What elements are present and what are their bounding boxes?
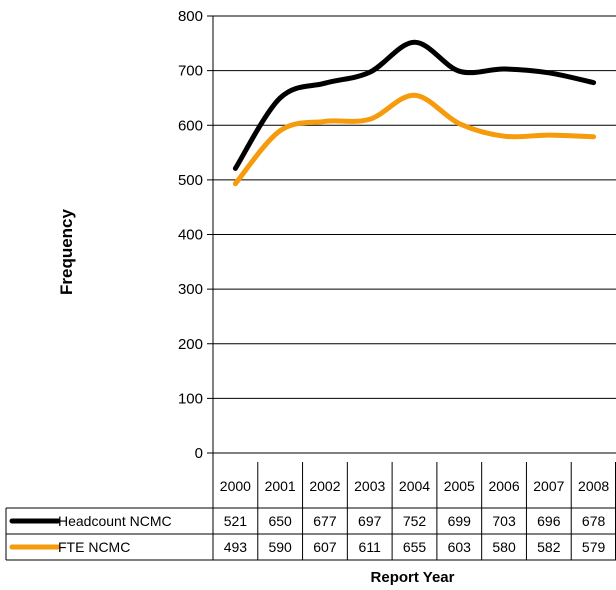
x-tick-label: 2007 <box>533 478 564 494</box>
y-axis-title: Frequency <box>57 208 76 295</box>
x-tick-label: 2008 <box>578 478 609 494</box>
data-table: 2000 2001 2002 2003 2004 2005 2006 2007 2008 Head… <box>5 462 616 561</box>
y-tick-label: 700 <box>178 63 203 80</box>
legend-label: Headcount NCMC <box>58 513 172 529</box>
table-value-cell: 590 <box>268 539 292 555</box>
table-value-cell: 579 <box>582 539 606 555</box>
table-value-cell: 699 <box>448 513 472 529</box>
table-value-cell: 650 <box>268 513 292 529</box>
x-tick-label: 2005 <box>444 478 475 494</box>
series-line <box>232 39 597 171</box>
axes <box>212 16 616 560</box>
table-value-cell: 677 <box>313 513 337 529</box>
x-tick-label: 2001 <box>265 478 296 494</box>
table-value-cell: 678 <box>582 513 606 529</box>
table-value-cell: 603 <box>448 539 472 555</box>
legend-label: FTE NCMC <box>58 539 130 555</box>
y-tick-label: 200 <box>178 336 203 353</box>
table-value-cell: 582 <box>537 539 561 555</box>
y-tick-label: 100 <box>178 390 203 407</box>
table-value-cell: 611 <box>359 539 382 555</box>
series-lines <box>232 39 597 187</box>
table-value-cell: 703 <box>492 513 516 529</box>
table-value-cell: 752 <box>403 513 427 529</box>
y-tick-label: 0 <box>195 445 203 462</box>
table-value-cell: 696 <box>537 513 561 529</box>
table-value-cell: 580 <box>492 539 516 555</box>
gridlines <box>213 15 616 399</box>
series-line <box>232 92 597 187</box>
x-tick-label: 2000 <box>220 478 251 494</box>
y-tick-label: 500 <box>178 172 203 189</box>
table-value-cell: 493 <box>224 539 248 555</box>
table-value-cell: 607 <box>313 539 337 555</box>
table-value-cell: 521 <box>224 513 248 529</box>
x-tick-label: 2006 <box>488 478 519 494</box>
y-axis-ticks: 0 100 200 300 400 500 600 700 800 <box>178 8 213 462</box>
y-tick-label: 300 <box>178 281 203 298</box>
y-tick-label: 400 <box>178 227 203 244</box>
x-axis-title: Report Year <box>371 569 455 586</box>
y-tick-label: 800 <box>178 8 203 25</box>
table-value-cell: 697 <box>358 513 382 529</box>
y-tick-label: 600 <box>178 117 203 134</box>
x-tick-label: 2004 <box>399 478 430 494</box>
x-tick-label: 2002 <box>309 478 340 494</box>
x-tick-label: 2003 <box>354 478 385 494</box>
table-value-cell: 655 <box>403 539 427 555</box>
